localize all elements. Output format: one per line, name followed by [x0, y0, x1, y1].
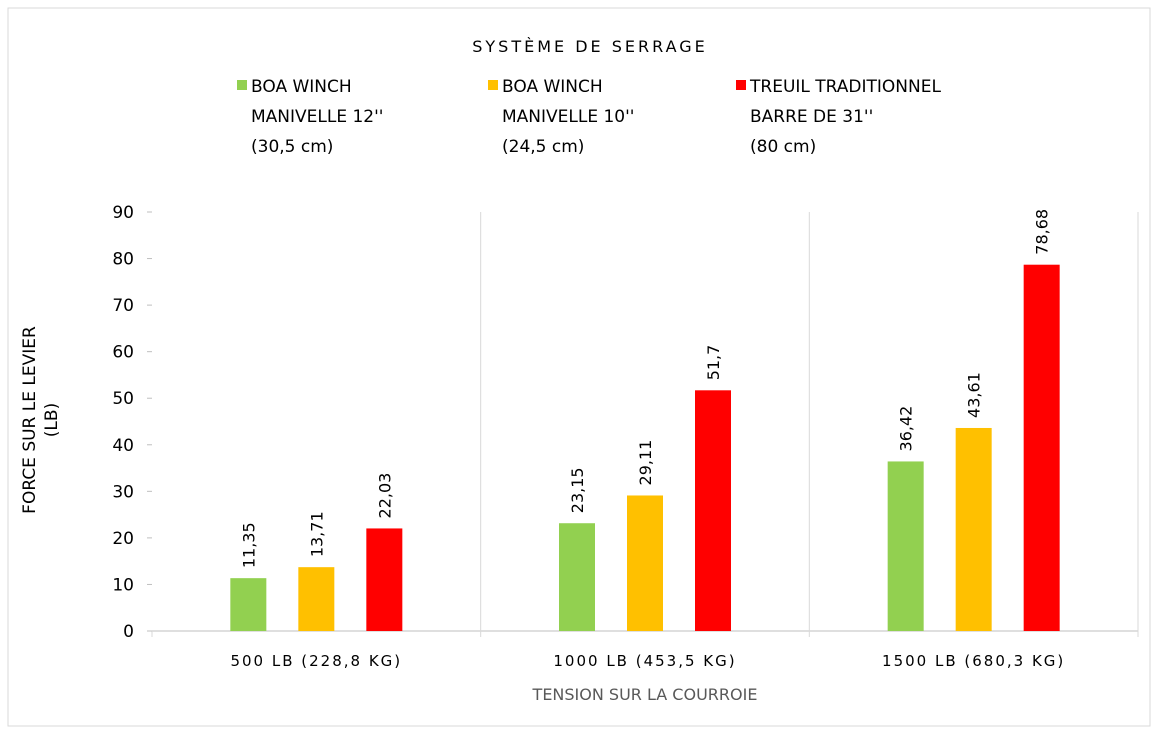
bar — [955, 427, 992, 631]
legend-title: SYSTÈME DE SERRAGE — [472, 37, 708, 56]
x-tick-label: 500 LB (228,8 KG) — [230, 652, 402, 670]
y-tick-label: 50 — [112, 389, 134, 409]
bar — [298, 567, 335, 631]
legend-label: BOA WINCH MANIVELLE 10'' (24,5 cm) — [502, 77, 634, 157]
legend-swatch — [237, 80, 247, 90]
bar — [559, 523, 595, 631]
legend-label: BOA WINCH MANIVELLE 12'' (30,5 cm) — [251, 77, 383, 157]
y-tick-label: 0 — [123, 622, 134, 642]
legend-label: TREUIL TRADITIONNEL BARRE DE 31'' (80 cm) — [749, 77, 941, 157]
x-tick-label: 1500 LB (680,3 KG) — [882, 652, 1065, 670]
legend-swatch — [736, 80, 746, 90]
x-axis-title: TENSION SUR LA COURROIE — [532, 685, 758, 704]
y-tick-label: 10 — [112, 575, 134, 595]
y-tick-label: 90 — [112, 203, 134, 223]
y-tick-label: 70 — [112, 296, 134, 316]
value-label: 11,35 — [239, 522, 258, 568]
y-tick-label: 60 — [112, 343, 134, 363]
chart-frame — [7, 7, 1151, 727]
value-label: 51,7 — [704, 345, 723, 381]
y-tick-label: 40 — [112, 436, 134, 456]
y-axis-title: FORCE SUR LE LEVIER (LB) — [20, 326, 62, 514]
x-tick-label: 1000 LB (453,5 KG) — [553, 652, 736, 670]
value-label: 23,15 — [568, 467, 587, 513]
bar — [887, 461, 924, 631]
bar — [627, 495, 663, 631]
bar — [230, 578, 267, 631]
bar — [1023, 264, 1060, 631]
value-label: 29,11 — [636, 440, 655, 486]
y-tick-label: 30 — [112, 482, 134, 502]
value-label: 43,61 — [965, 372, 984, 418]
legend-swatch — [488, 80, 498, 90]
value-label: 36,42 — [897, 406, 916, 452]
value-label: 22,03 — [375, 473, 394, 519]
y-tick-label: 20 — [112, 529, 134, 549]
bar — [695, 390, 731, 631]
bar — [366, 528, 403, 631]
y-tick-label: 80 — [112, 250, 134, 270]
value-label: 13,71 — [307, 511, 326, 557]
value-label: 78,68 — [1033, 209, 1052, 255]
